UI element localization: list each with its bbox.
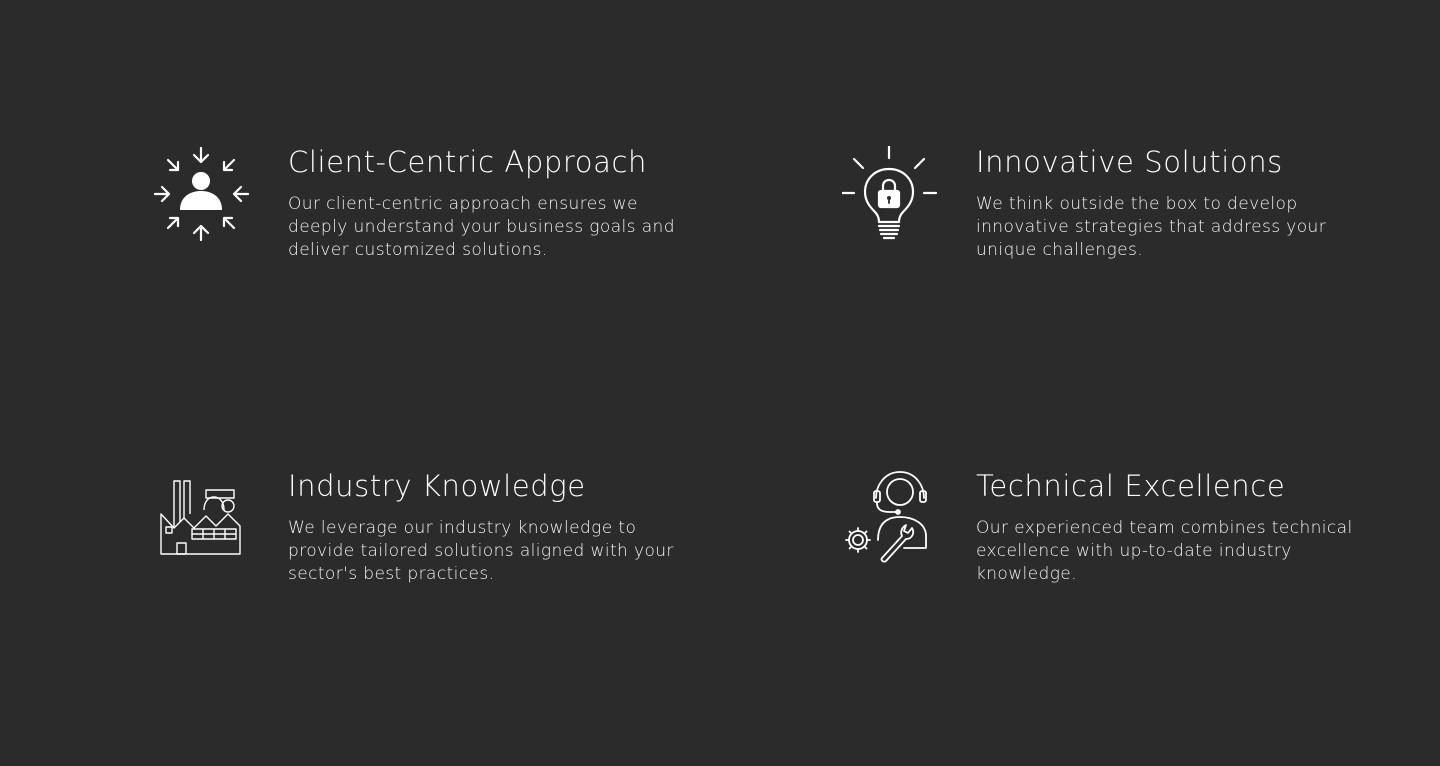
feature-title: Industry Knowledge xyxy=(288,469,586,503)
feature-title: Client-Centric Approach xyxy=(288,145,647,179)
support-technician-icon xyxy=(842,470,946,574)
feature-description: Our experienced team combines technical … xyxy=(976,518,1353,584)
feature-technical-excellence: Technical Excellence Our experienced tea… xyxy=(842,469,1402,610)
feature-innovative-solutions: Innovative Solutions We think outside th… xyxy=(842,145,1402,286)
feature-title: Innovative Solutions xyxy=(976,145,1283,179)
client-focus-icon xyxy=(154,146,258,250)
factory-icon xyxy=(154,470,258,574)
lightbulb-lock-icon xyxy=(842,146,946,250)
feature-industry-knowledge: Industry Knowledge We leverage our indus… xyxy=(154,469,714,610)
feature-description: Our client-centric approach ensures we d… xyxy=(288,194,675,260)
feature-description: We leverage our industry knowledge to pr… xyxy=(288,518,674,584)
feature-client-centric: Client-Centric Approach Our client-centr… xyxy=(154,145,714,286)
feature-title: Technical Excellence xyxy=(976,469,1286,503)
feature-description: We think outside the box to develop inno… xyxy=(976,194,1327,260)
